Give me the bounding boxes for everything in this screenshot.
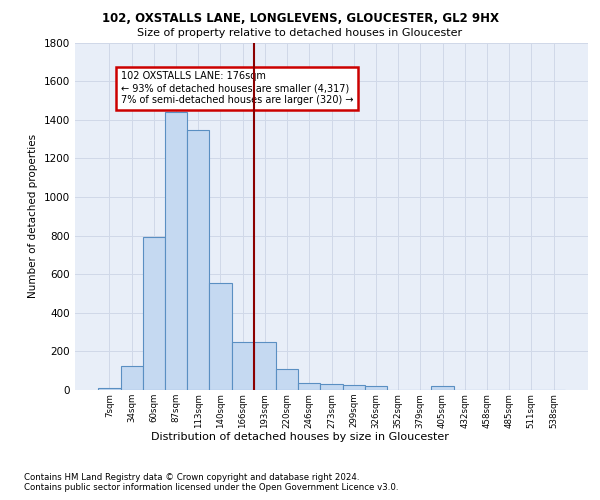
Bar	[298, 383, 320, 390]
Bar	[276, 369, 298, 390]
Text: 102 OXSTALLS LANE: 176sqm
← 93% of detached houses are smaller (4,317)
7% of sem: 102 OXSTALLS LANE: 176sqm ← 93% of detac…	[121, 72, 353, 104]
Bar	[143, 238, 165, 390]
Bar	[165, 112, 187, 390]
Bar	[187, 130, 209, 390]
Bar	[121, 366, 143, 390]
Bar	[343, 385, 365, 390]
Bar	[232, 342, 254, 390]
Bar	[365, 386, 387, 390]
Text: 102, OXSTALLS LANE, LONGLEVENS, GLOUCESTER, GL2 9HX: 102, OXSTALLS LANE, LONGLEVENS, GLOUCEST…	[101, 12, 499, 26]
Text: Contains public sector information licensed under the Open Government Licence v3: Contains public sector information licen…	[24, 484, 398, 492]
Text: Contains HM Land Registry data © Crown copyright and database right 2024.: Contains HM Land Registry data © Crown c…	[24, 472, 359, 482]
Bar	[320, 384, 343, 390]
Text: Size of property relative to detached houses in Gloucester: Size of property relative to detached ho…	[137, 28, 463, 38]
Bar	[254, 342, 276, 390]
Y-axis label: Number of detached properties: Number of detached properties	[28, 134, 38, 298]
Text: Distribution of detached houses by size in Gloucester: Distribution of detached houses by size …	[151, 432, 449, 442]
Bar	[209, 283, 232, 390]
Bar	[431, 386, 454, 390]
Bar	[98, 388, 121, 390]
